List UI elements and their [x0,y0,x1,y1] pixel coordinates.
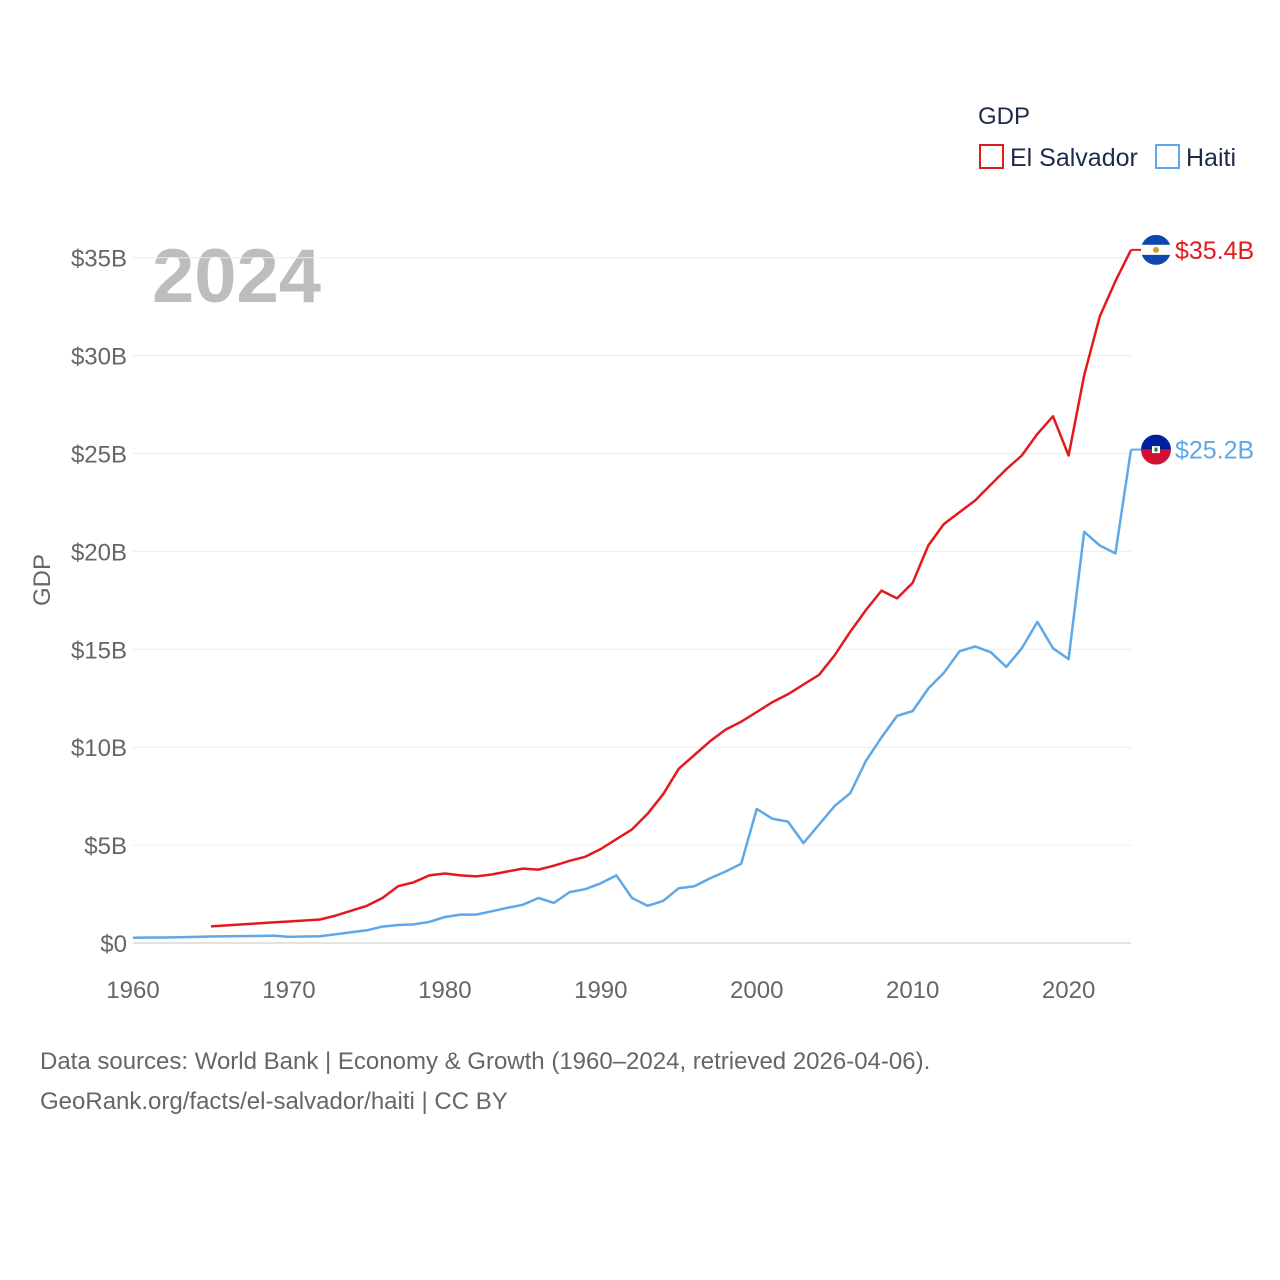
footer-sources: Data sources: World Bank | Economy & Gro… [40,1048,931,1075]
x-tick-label: 1960 [106,977,159,1004]
legend-swatch-el-salvador [979,144,1004,169]
x-tick-label: 2010 [886,977,939,1004]
y-tick-label: $35B [71,246,127,273]
y-tick-label: $10B [71,735,127,762]
el-salvador-flag-icon [1141,234,1171,265]
footer: Data sources: World Bank | Economy & Gro… [40,1042,930,1122]
haiti-flag-icon [1141,434,1171,465]
series-end-markers: $35.4B $25.2B [1131,234,1254,465]
x-tick-label: 2000 [730,977,783,1004]
end-value-label-haiti: $25.2B [1175,437,1254,465]
series-line-haiti [132,449,1133,939]
y-tick-label: $25B [71,442,127,469]
series-lines [132,249,1133,939]
x-axis-ticks: 1960 1970 1980 1990 2000 2010 2020 [106,977,1095,1004]
legend-item-el-salvador[interactable]: El Salvador [979,144,1138,172]
x-tick-label: 1970 [262,977,315,1004]
x-tick-label: 1990 [574,977,627,1004]
footer-attribution: GeoRank.org/facts/el-salvador/haiti | CC… [40,1088,508,1115]
y-axis-ticks: $0 $5B $10B $15B $20B $25B $30B $35B [71,246,127,958]
x-tick-label: 2020 [1042,977,1095,1004]
end-value-label-el-salvador: $35.4B [1175,237,1254,265]
y-tick-label: $5B [84,833,127,860]
x-tick-label: 1980 [418,977,471,1004]
series-line-el-salvador [210,249,1133,928]
legend-item-haiti[interactable]: Haiti [1155,144,1236,172]
year-label: 2024 [152,234,321,319]
legend-title: GDP [978,103,1030,130]
y-tick-label: $30B [71,344,127,371]
legend-swatch-haiti [1155,144,1180,169]
y-tick-label: $20B [71,539,127,566]
y-axis-title: GDP [29,554,56,606]
gdp-line-chart: GDP El Salvador Haiti 2024 GDP $0 $5B $10B… [29,103,1254,1004]
y-tick-label: $15B [71,637,127,664]
legend-label-el-salvador: El Salvador [1010,144,1138,172]
grid-lines [133,257,1131,944]
y-tick-label: $0 [100,931,127,958]
legend-label-haiti: Haiti [1186,144,1236,172]
